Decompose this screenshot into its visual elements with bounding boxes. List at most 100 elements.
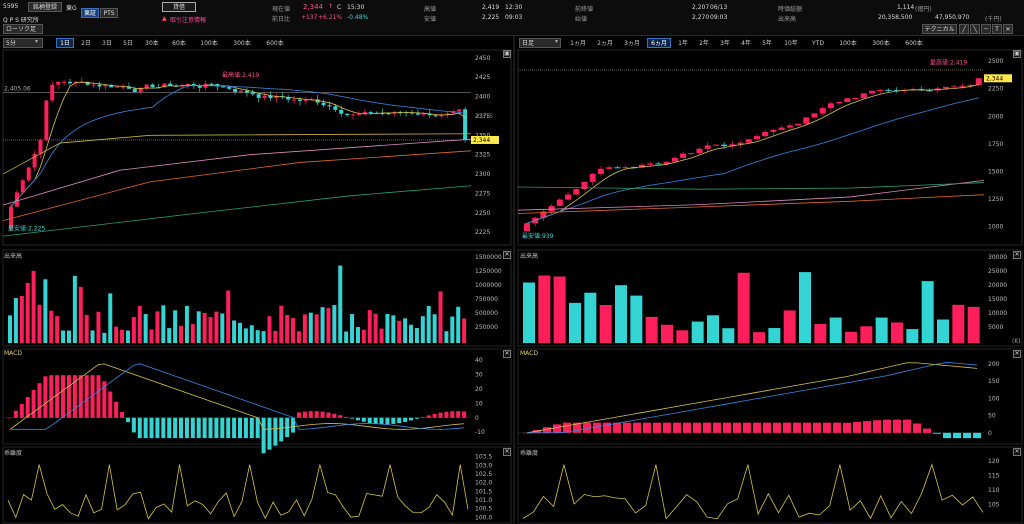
left-chart-type-select[interactable]: ローソク足 <box>3 24 43 34</box>
range-tab-8[interactable]: 600本 <box>266 40 284 47</box>
candle <box>967 84 974 86</box>
close-icon[interactable]: ✕ <box>503 251 511 259</box>
volume-bar <box>84 314 89 343</box>
volume-bar <box>722 328 735 343</box>
volume-bar <box>783 310 796 343</box>
macd-bar <box>943 432 951 439</box>
range-tab-2[interactable]: 3日 <box>102 40 112 47</box>
range-tab-12[interactable]: 300本 <box>872 40 890 47</box>
hline-tool-icon[interactable]: ─ <box>981 24 991 34</box>
register-button[interactable]: 銘柄登録 <box>28 2 62 12</box>
candle <box>250 92 255 95</box>
macd-bar <box>633 422 641 433</box>
volume-bar <box>355 327 360 343</box>
close-icon[interactable]: ✕ <box>503 350 511 358</box>
volume-bar <box>397 320 402 343</box>
panel-frame <box>517 49 1023 246</box>
panel-frame <box>517 249 1023 347</box>
macd-bar <box>55 375 60 418</box>
macd-bar <box>438 412 443 418</box>
macd-bar <box>853 421 861 433</box>
volume-bar <box>523 282 535 343</box>
volume-bar <box>385 313 390 343</box>
range-tab-5[interactable]: 2年 <box>699 40 709 47</box>
range-tab-13[interactable]: 600本 <box>905 40 923 47</box>
volume-bar <box>243 328 248 343</box>
range-tab-8[interactable]: 5年 <box>762 40 772 47</box>
macd-bar <box>179 417 184 439</box>
macd-bar <box>184 417 189 439</box>
current-flag: C <box>337 4 342 11</box>
macd-bar <box>291 417 296 433</box>
volume-bar <box>753 332 765 343</box>
close-icon[interactable]: ✕ <box>1013 350 1021 358</box>
candle <box>762 131 769 137</box>
candle <box>540 211 547 218</box>
range-tab-2[interactable]: 3ヵ月 <box>624 40 640 47</box>
range-tab-7[interactable]: 4年 <box>741 40 751 47</box>
camera-icon[interactable]: ▣ <box>503 50 511 58</box>
range-tab-0[interactable]: 1ヵ月 <box>570 40 586 47</box>
high-label: 高値 <box>424 6 437 13</box>
exchange-pts-button[interactable]: PTS <box>100 8 118 18</box>
text-tool-icon[interactable]: T <box>992 24 1002 34</box>
macd-bar <box>190 417 195 439</box>
left-interval-select[interactable]: 5分 <box>3 38 43 48</box>
volume-bar <box>361 329 366 343</box>
range-tab-11[interactable]: 100本 <box>839 40 857 47</box>
range-tab-10[interactable]: YTD <box>812 40 824 47</box>
chevron-down-icon: ▾ <box>35 38 39 45</box>
candle <box>138 88 143 93</box>
candle <box>457 109 462 112</box>
range-tab-0[interactable]: 1日 <box>56 38 74 48</box>
turnover-unit: (千円) <box>985 16 1002 23</box>
candle <box>786 125 793 128</box>
candle <box>614 167 621 169</box>
candle <box>463 109 468 140</box>
line-tool-icon[interactable]: ╱ <box>959 24 969 34</box>
range-tab-1[interactable]: 2ヵ月 <box>597 40 613 47</box>
open-time: 09:03 <box>710 14 728 21</box>
volume-bar <box>273 330 278 343</box>
macd-tick: 40 <box>475 357 483 364</box>
prev-close-date: 06/13 <box>710 4 728 11</box>
price-tick: 2400 <box>475 94 490 101</box>
range-tab-6[interactable]: 100本 <box>200 40 218 47</box>
close-icon[interactable]: ✕ <box>1013 448 1021 456</box>
camera-icon[interactable]: ▣ <box>1013 50 1021 58</box>
range-tab-9[interactable]: 10年 <box>784 40 798 47</box>
range-tab-3[interactable]: 6ヵ月 <box>647 38 671 48</box>
exchange-tse-button[interactable]: 東証 <box>81 8 99 18</box>
candle <box>233 88 238 92</box>
volume-bar <box>599 305 612 343</box>
warning-label[interactable]: 取引注意情報 <box>170 17 207 24</box>
candle <box>565 194 572 200</box>
price-tick: 2000 <box>988 113 1003 120</box>
range-tab-6[interactable]: 3年 <box>720 40 730 47</box>
candle <box>421 113 426 115</box>
change-extra: -0.48% <box>347 14 369 21</box>
range-tab-5[interactable]: 60本 <box>172 40 186 47</box>
sentiment-tick: 102.0 <box>475 480 492 487</box>
volume-bar <box>137 305 142 343</box>
candle <box>221 86 226 88</box>
macd-bar <box>923 428 931 433</box>
close-icon[interactable]: ✕ <box>1013 251 1021 259</box>
volume-bar <box>952 304 965 343</box>
trend-tool-icon[interactable]: ╲ <box>970 24 980 34</box>
range-tab-3[interactable]: 5日 <box>123 40 133 47</box>
close-icon[interactable]: ✕ <box>503 448 511 456</box>
candle <box>227 86 232 89</box>
range-tab-4[interactable]: 1年 <box>678 40 688 47</box>
technical-button[interactable]: テクニカル <box>922 24 957 34</box>
erase-tool-icon[interactable]: ✕ <box>1003 24 1013 34</box>
range-tab-7[interactable]: 300本 <box>233 40 251 47</box>
range-tab-1[interactable]: 2日 <box>81 40 91 47</box>
macd-bar <box>143 417 148 439</box>
right-interval-select[interactable]: 日足 <box>519 38 561 48</box>
macd-bar <box>238 417 242 439</box>
left-volume-title: 出来高 <box>4 253 23 260</box>
ma-mid-line <box>526 97 979 224</box>
macd-bar <box>379 417 384 425</box>
range-tab-4[interactable]: 30本 <box>145 40 159 47</box>
